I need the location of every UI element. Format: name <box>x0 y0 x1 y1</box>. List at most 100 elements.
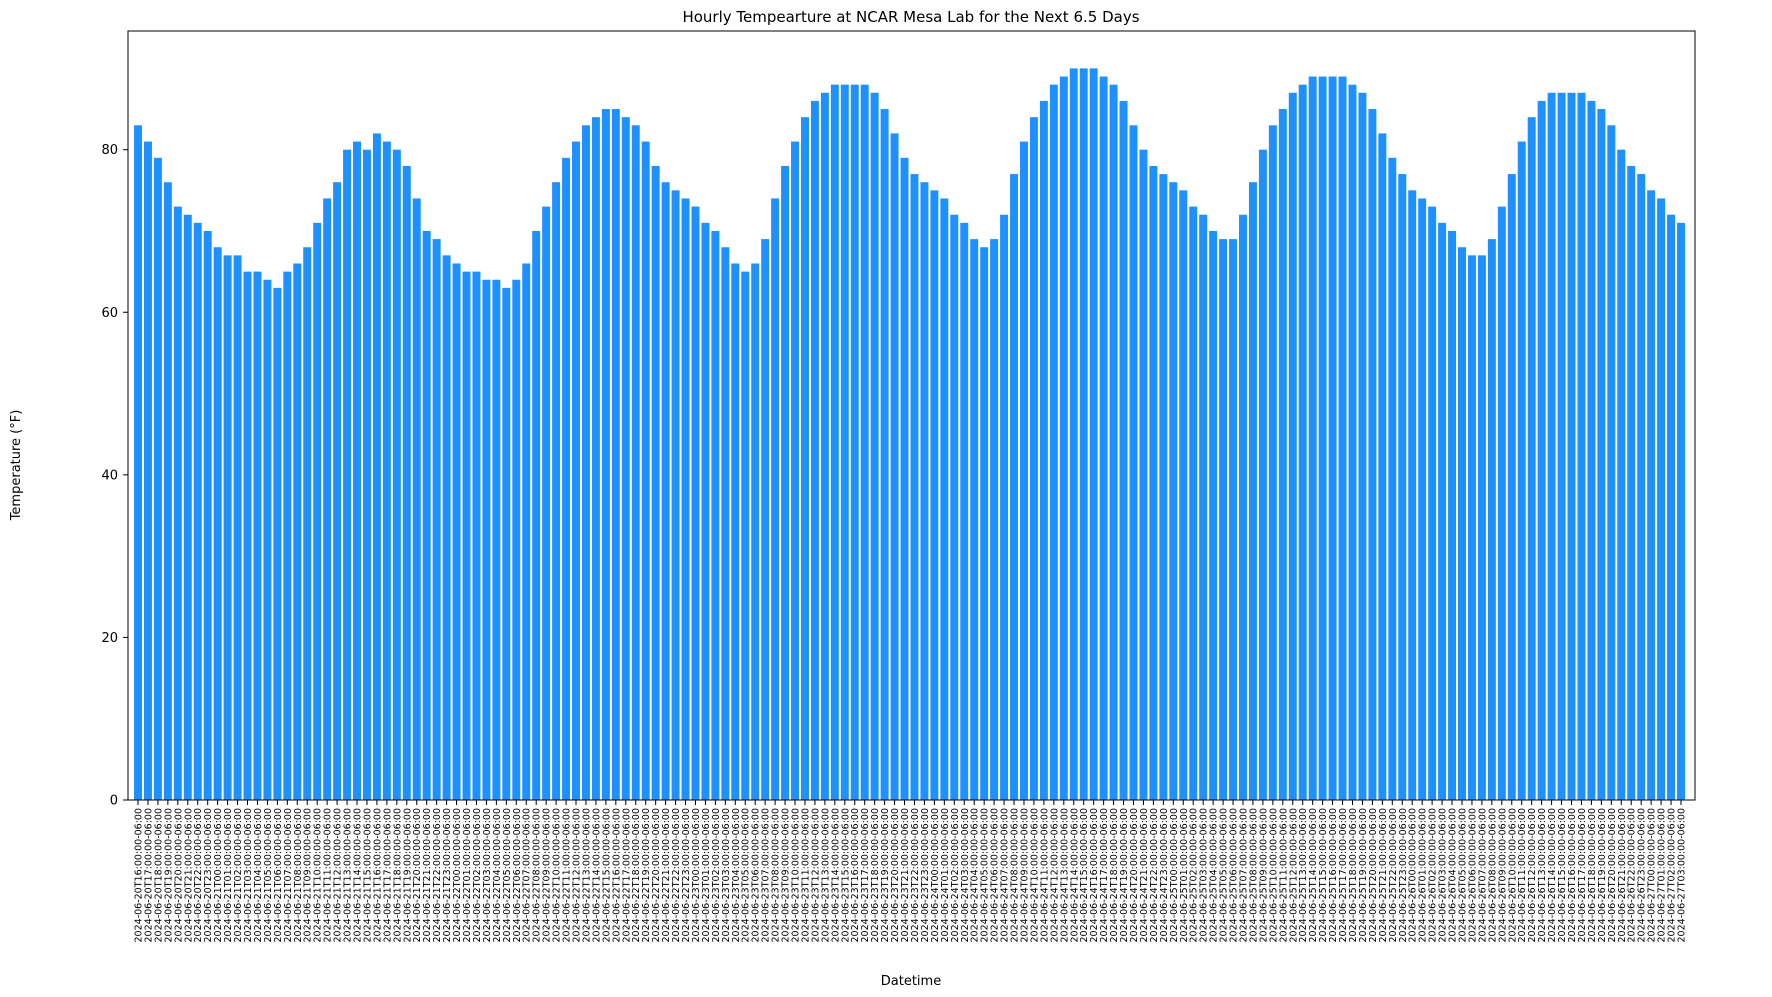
bar <box>890 133 899 801</box>
x-tick-label: 2024-06-26T16:00:00-06:00 <box>1567 808 1578 942</box>
bar <box>1029 117 1038 801</box>
x-tick-label: 2024-06-21T12:00:00-06:00 <box>333 808 344 942</box>
bar <box>1517 141 1526 801</box>
x-tick-label: 2024-06-23T03:00:00-06:00 <box>721 808 732 942</box>
bar <box>203 230 212 800</box>
x-tick-label: 2024-06-27T02:00:00-06:00 <box>1667 808 1678 942</box>
x-tick-label: 2024-06-24T15:00:00-06:00 <box>1079 808 1090 942</box>
bar <box>671 190 680 800</box>
bar <box>323 198 332 800</box>
x-tick-label: 2024-06-24T08:00:00-06:00 <box>1010 808 1021 942</box>
x-tick-label: 2024-06-22T07:00:00-06:00 <box>522 808 533 942</box>
bar <box>432 239 441 800</box>
bar <box>1179 190 1188 800</box>
bar <box>960 222 969 800</box>
x-tick-label: 2024-06-20T19:00:00-06:00 <box>163 808 174 942</box>
x-tick-label: 2024-06-23T12:00:00-06:00 <box>810 808 821 942</box>
bar <box>1039 100 1048 801</box>
bar <box>1209 230 1218 800</box>
bar <box>353 141 361 801</box>
bar <box>731 263 740 800</box>
bar <box>163 182 172 800</box>
x-tick-label: 2024-06-25T02:00:00-06:00 <box>1189 808 1200 942</box>
bar <box>661 182 670 800</box>
bar <box>940 198 949 800</box>
x-tick-label: 2024-06-24T16:00:00-06:00 <box>1089 808 1100 942</box>
x-tick-label: 2024-06-25T01:00:00-06:00 <box>1179 808 1190 942</box>
x-tick-label: 2024-06-23T08:00:00-06:00 <box>771 808 782 942</box>
x-tick-label: 2024-06-25T10:00:00-06:00 <box>1268 808 1279 942</box>
bar <box>840 84 849 800</box>
x-tick-label: 2024-06-21T15:00:00-06:00 <box>362 808 373 942</box>
x-tick-label: 2024-06-26T17:00:00-06:00 <box>1577 808 1588 942</box>
bar <box>233 255 242 801</box>
x-tick-label: 2024-06-24T14:00:00-06:00 <box>1069 808 1080 942</box>
x-tick-label: 2024-06-21T09:00:00-06:00 <box>303 808 314 942</box>
bar <box>741 271 750 801</box>
bar <box>1239 214 1247 800</box>
bar <box>1159 174 1168 800</box>
bar <box>542 206 551 800</box>
x-tick-label: 2024-06-23T14:00:00-06:00 <box>830 808 841 942</box>
bar <box>1298 84 1307 800</box>
x-tick-label: 2024-06-22T22:00:00-06:00 <box>671 808 682 942</box>
x-tick-label: 2024-06-22T16:00:00-06:00 <box>611 808 622 942</box>
bar <box>860 84 869 800</box>
x-tick-label: 2024-06-21T13:00:00-06:00 <box>343 808 354 942</box>
x-tick-label: 2024-06-23T23:00:00-06:00 <box>920 808 931 942</box>
y-tick-label: 60 <box>101 306 118 321</box>
bar <box>213 247 222 800</box>
bar <box>1408 190 1417 800</box>
x-tick-label: 2024-06-23T22:00:00-06:00 <box>910 808 921 942</box>
bar <box>1467 255 1476 801</box>
x-tick-label: 2024-06-22T12:00:00-06:00 <box>572 808 583 942</box>
bar <box>1378 133 1387 801</box>
bar <box>273 287 282 801</box>
plot-frame <box>127 30 1696 801</box>
x-tick-label: 2024-06-25T15:00:00-06:00 <box>1318 808 1329 942</box>
bar <box>572 141 580 801</box>
bar <box>153 157 162 801</box>
bar <box>372 133 381 801</box>
x-tick-label: 2024-06-24T04:00:00-06:00 <box>970 808 981 942</box>
bar <box>402 165 411 800</box>
bar <box>1169 182 1178 800</box>
x-tick-label: 2024-06-22T20:00:00-06:00 <box>651 808 662 942</box>
bar <box>1119 100 1128 801</box>
bar <box>781 165 790 800</box>
bar <box>472 271 481 801</box>
x-tick-label: 2024-06-21T23:00:00-06:00 <box>442 808 453 942</box>
x-tick-label: 2024-06-25T12:00:00-06:00 <box>1288 808 1299 942</box>
bar <box>950 214 959 800</box>
x-tick-label: 2024-06-25T07:00:00-06:00 <box>1238 808 1249 942</box>
bar <box>532 230 541 800</box>
x-tick-label: 2024-06-23T20:00:00-06:00 <box>890 808 901 942</box>
bar <box>1308 76 1317 800</box>
bar <box>1059 76 1068 800</box>
x-tick-label: 2024-06-26T22:00:00-06:00 <box>1627 808 1638 942</box>
x-tick-label: 2024-06-22T10:00:00-06:00 <box>552 808 563 942</box>
x-tick-label: 2024-06-20T16:00:00-06:00 <box>134 808 145 942</box>
bar <box>303 247 312 800</box>
x-tick-label: 2024-06-20T23:00:00-06:00 <box>203 808 214 942</box>
x-tick-label: 2024-06-25T00:00:00-06:00 <box>1169 808 1180 942</box>
x-tick-label: 2024-06-24T10:00:00-06:00 <box>1029 808 1040 942</box>
bar <box>900 157 909 801</box>
x-tick-label: 2024-06-22T15:00:00-06:00 <box>601 808 612 942</box>
bar <box>1278 109 1287 800</box>
bar <box>601 109 610 800</box>
bar <box>1189 206 1198 800</box>
bar <box>761 239 770 800</box>
bar <box>641 141 650 801</box>
bar <box>651 165 660 800</box>
bar <box>870 92 879 800</box>
x-tick-label: 2024-06-26T13:00:00-06:00 <box>1537 808 1548 942</box>
bar <box>1597 109 1606 800</box>
bar <box>1637 174 1646 800</box>
bar <box>850 84 859 800</box>
x-tick-label: 2024-06-25T18:00:00-06:00 <box>1348 808 1359 942</box>
x-tick-label: 2024-06-22T14:00:00-06:00 <box>591 808 602 942</box>
x-tick-label: 2024-06-27T01:00:00-06:00 <box>1657 808 1668 942</box>
bar <box>1458 247 1466 800</box>
bar <box>701 222 710 800</box>
